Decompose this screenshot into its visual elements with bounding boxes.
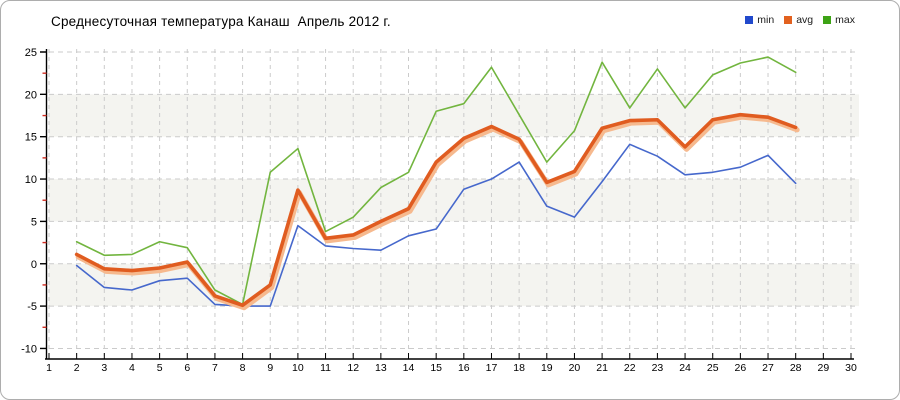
x-tick-label: 26: [735, 362, 747, 374]
x-tick-label: 9: [267, 362, 273, 374]
x-tick-label: 8: [240, 362, 246, 374]
x-tick-label: 22: [624, 362, 636, 374]
legend-item-max: max: [823, 14, 855, 26]
x-tick-label: 15: [430, 362, 442, 374]
x-tick-label: 14: [403, 362, 415, 374]
x-tick-label: 23: [652, 362, 664, 374]
x-tick-label: 17: [486, 362, 498, 374]
legend-swatch-avg-icon: [784, 16, 793, 24]
x-tick-label: 18: [513, 362, 525, 374]
y-tick-label: 15: [25, 132, 37, 144]
x-tick-label: 29: [817, 362, 829, 374]
x-tick-label: 28: [790, 362, 802, 374]
y-tick-label: 5: [31, 216, 37, 228]
x-tick-label: 1: [46, 362, 52, 374]
x-tick-label: 6: [184, 362, 190, 374]
x-tick-label: 16: [458, 362, 470, 374]
legend-item-min: min: [745, 14, 774, 26]
x-tick-label: 21: [596, 362, 608, 374]
series-avg-line: [74, 112, 798, 308]
x-tick-label: 3: [101, 362, 107, 374]
x-tick-label: 11: [320, 362, 331, 374]
x-tick-label: 27: [762, 362, 774, 374]
plot-band: [49, 94, 859, 137]
x-tick-label: 7: [212, 362, 218, 374]
y-tick-label: -5: [27, 301, 37, 313]
x-tick-label: 5: [157, 362, 163, 374]
x-tick-label: 2: [74, 362, 80, 374]
legend-item-avg: avg: [784, 14, 813, 26]
x-tick-label: 25: [707, 362, 719, 374]
x-tick-label: 30: [845, 362, 857, 374]
y-tick-label: 20: [25, 89, 37, 101]
legend-label-avg: avg: [796, 14, 814, 26]
legend-label-min: min: [757, 14, 775, 26]
x-tick-label: 4: [129, 362, 135, 374]
plot-band: [49, 263, 859, 307]
legend-swatch-min-icon: [745, 16, 754, 24]
y-tick-label: 10: [25, 174, 37, 186]
legend-label-max: max: [835, 14, 855, 26]
x-tick-label: 24: [679, 362, 691, 374]
plot-band: [49, 179, 859, 222]
y-tick-label: 25: [25, 47, 37, 59]
series-min-line: [75, 143, 797, 307]
x-tick-label: 12: [347, 362, 359, 374]
chart-title: Среднесуточная температура Канаш Апрель …: [51, 14, 391, 29]
legend-swatch-max-icon: [823, 16, 832, 24]
series-max-line: [75, 56, 797, 306]
x-tick-label: 19: [541, 362, 553, 374]
x-tick-label: 10: [292, 362, 304, 374]
x-tick-label: 13: [375, 362, 387, 374]
legend: min avg max: [745, 14, 855, 26]
y-tick-label: -10: [21, 343, 37, 355]
x-tick-label: 20: [569, 362, 581, 374]
y-tick-label: 0: [31, 259, 37, 271]
